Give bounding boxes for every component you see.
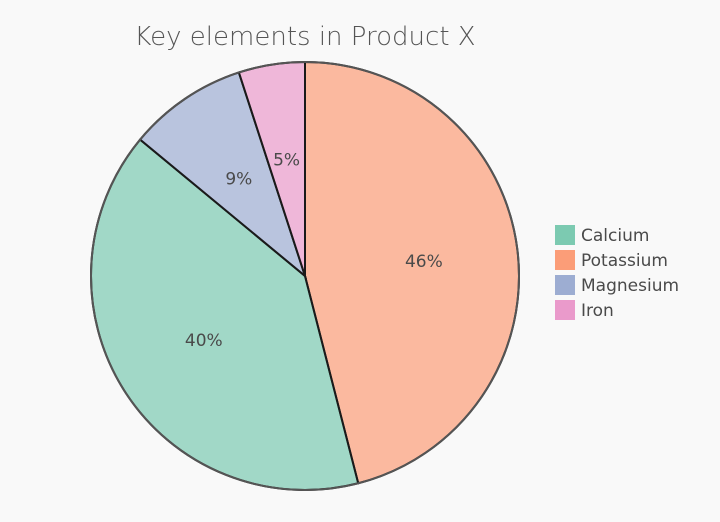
pie-slices — [90, 60, 520, 491]
legend-swatch-potassium — [555, 250, 575, 270]
legend-label-iron: Iron — [581, 301, 614, 321]
pie-slice-labels: 46% 40% 9% 5% — [185, 151, 443, 351]
legend-label-calcium: Calcium — [581, 226, 649, 246]
legend-swatch-iron — [555, 300, 575, 320]
pie-outline — [90, 61, 520, 491]
legend: Calcium Potassium Magnesium Iron — [555, 225, 679, 321]
legend-label-magnesium: Magnesium — [581, 276, 679, 296]
slice-label-iron: 5% — [273, 151, 300, 171]
chart-title: Key elements in Product X — [134, 22, 475, 52]
slice-label-calcium: 40% — [185, 331, 223, 351]
legend-swatch-calcium — [555, 225, 575, 245]
legend-swatch-magnesium — [555, 275, 575, 295]
legend-label-potassium: Potassium — [581, 251, 668, 271]
slice-label-magnesium: 9% — [225, 170, 252, 190]
slice-label-potassium: 46% — [405, 252, 443, 272]
